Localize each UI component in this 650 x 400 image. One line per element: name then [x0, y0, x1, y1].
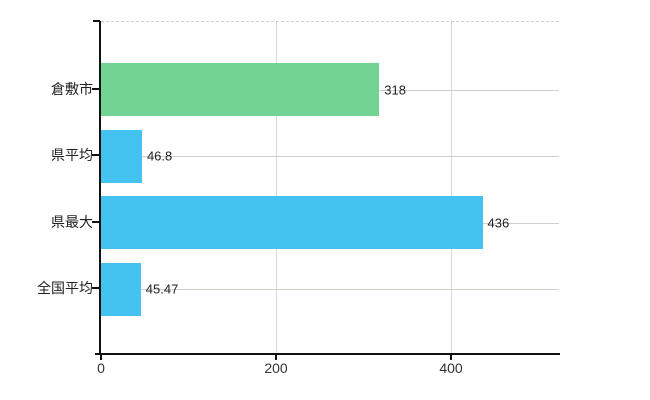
x-tick-label: 0	[97, 360, 105, 376]
y-tick	[92, 154, 99, 156]
plot-area: 318 46.8 436 45.47	[101, 21, 559, 355]
value-label: 318	[384, 82, 406, 97]
bar-highlight	[101, 63, 380, 116]
y-tick	[92, 287, 99, 289]
y-axis-spine	[99, 21, 101, 354]
gridline-vertical	[451, 22, 453, 355]
category-label: 倉敷市	[51, 80, 93, 97]
category-label: 全国平均	[37, 280, 93, 296]
bar-series	[101, 262, 141, 316]
y-tick	[92, 87, 99, 90]
x-axis-line	[95, 353, 560, 355]
category-label: 県最大	[51, 213, 93, 230]
y-tick	[92, 220, 99, 223]
x-tick	[100, 355, 102, 360]
bar-series	[101, 129, 142, 183]
gridline-horizontal	[101, 289, 559, 290]
value-label: 46.8	[146, 148, 173, 164]
x-tick	[450, 355, 453, 360]
category-label: 県平均	[51, 147, 93, 163]
y-axis-end-tick	[93, 20, 100, 22]
bar-series	[101, 196, 483, 249]
value-label: 45.47	[145, 281, 179, 297]
x-tick	[275, 355, 277, 360]
gridline-horizontal	[101, 156, 559, 157]
gridline-vertical	[276, 22, 277, 355]
value-label: 436	[487, 215, 510, 230]
x-tick-label: 200	[264, 360, 288, 376]
x-tick-label: 400	[439, 360, 463, 376]
